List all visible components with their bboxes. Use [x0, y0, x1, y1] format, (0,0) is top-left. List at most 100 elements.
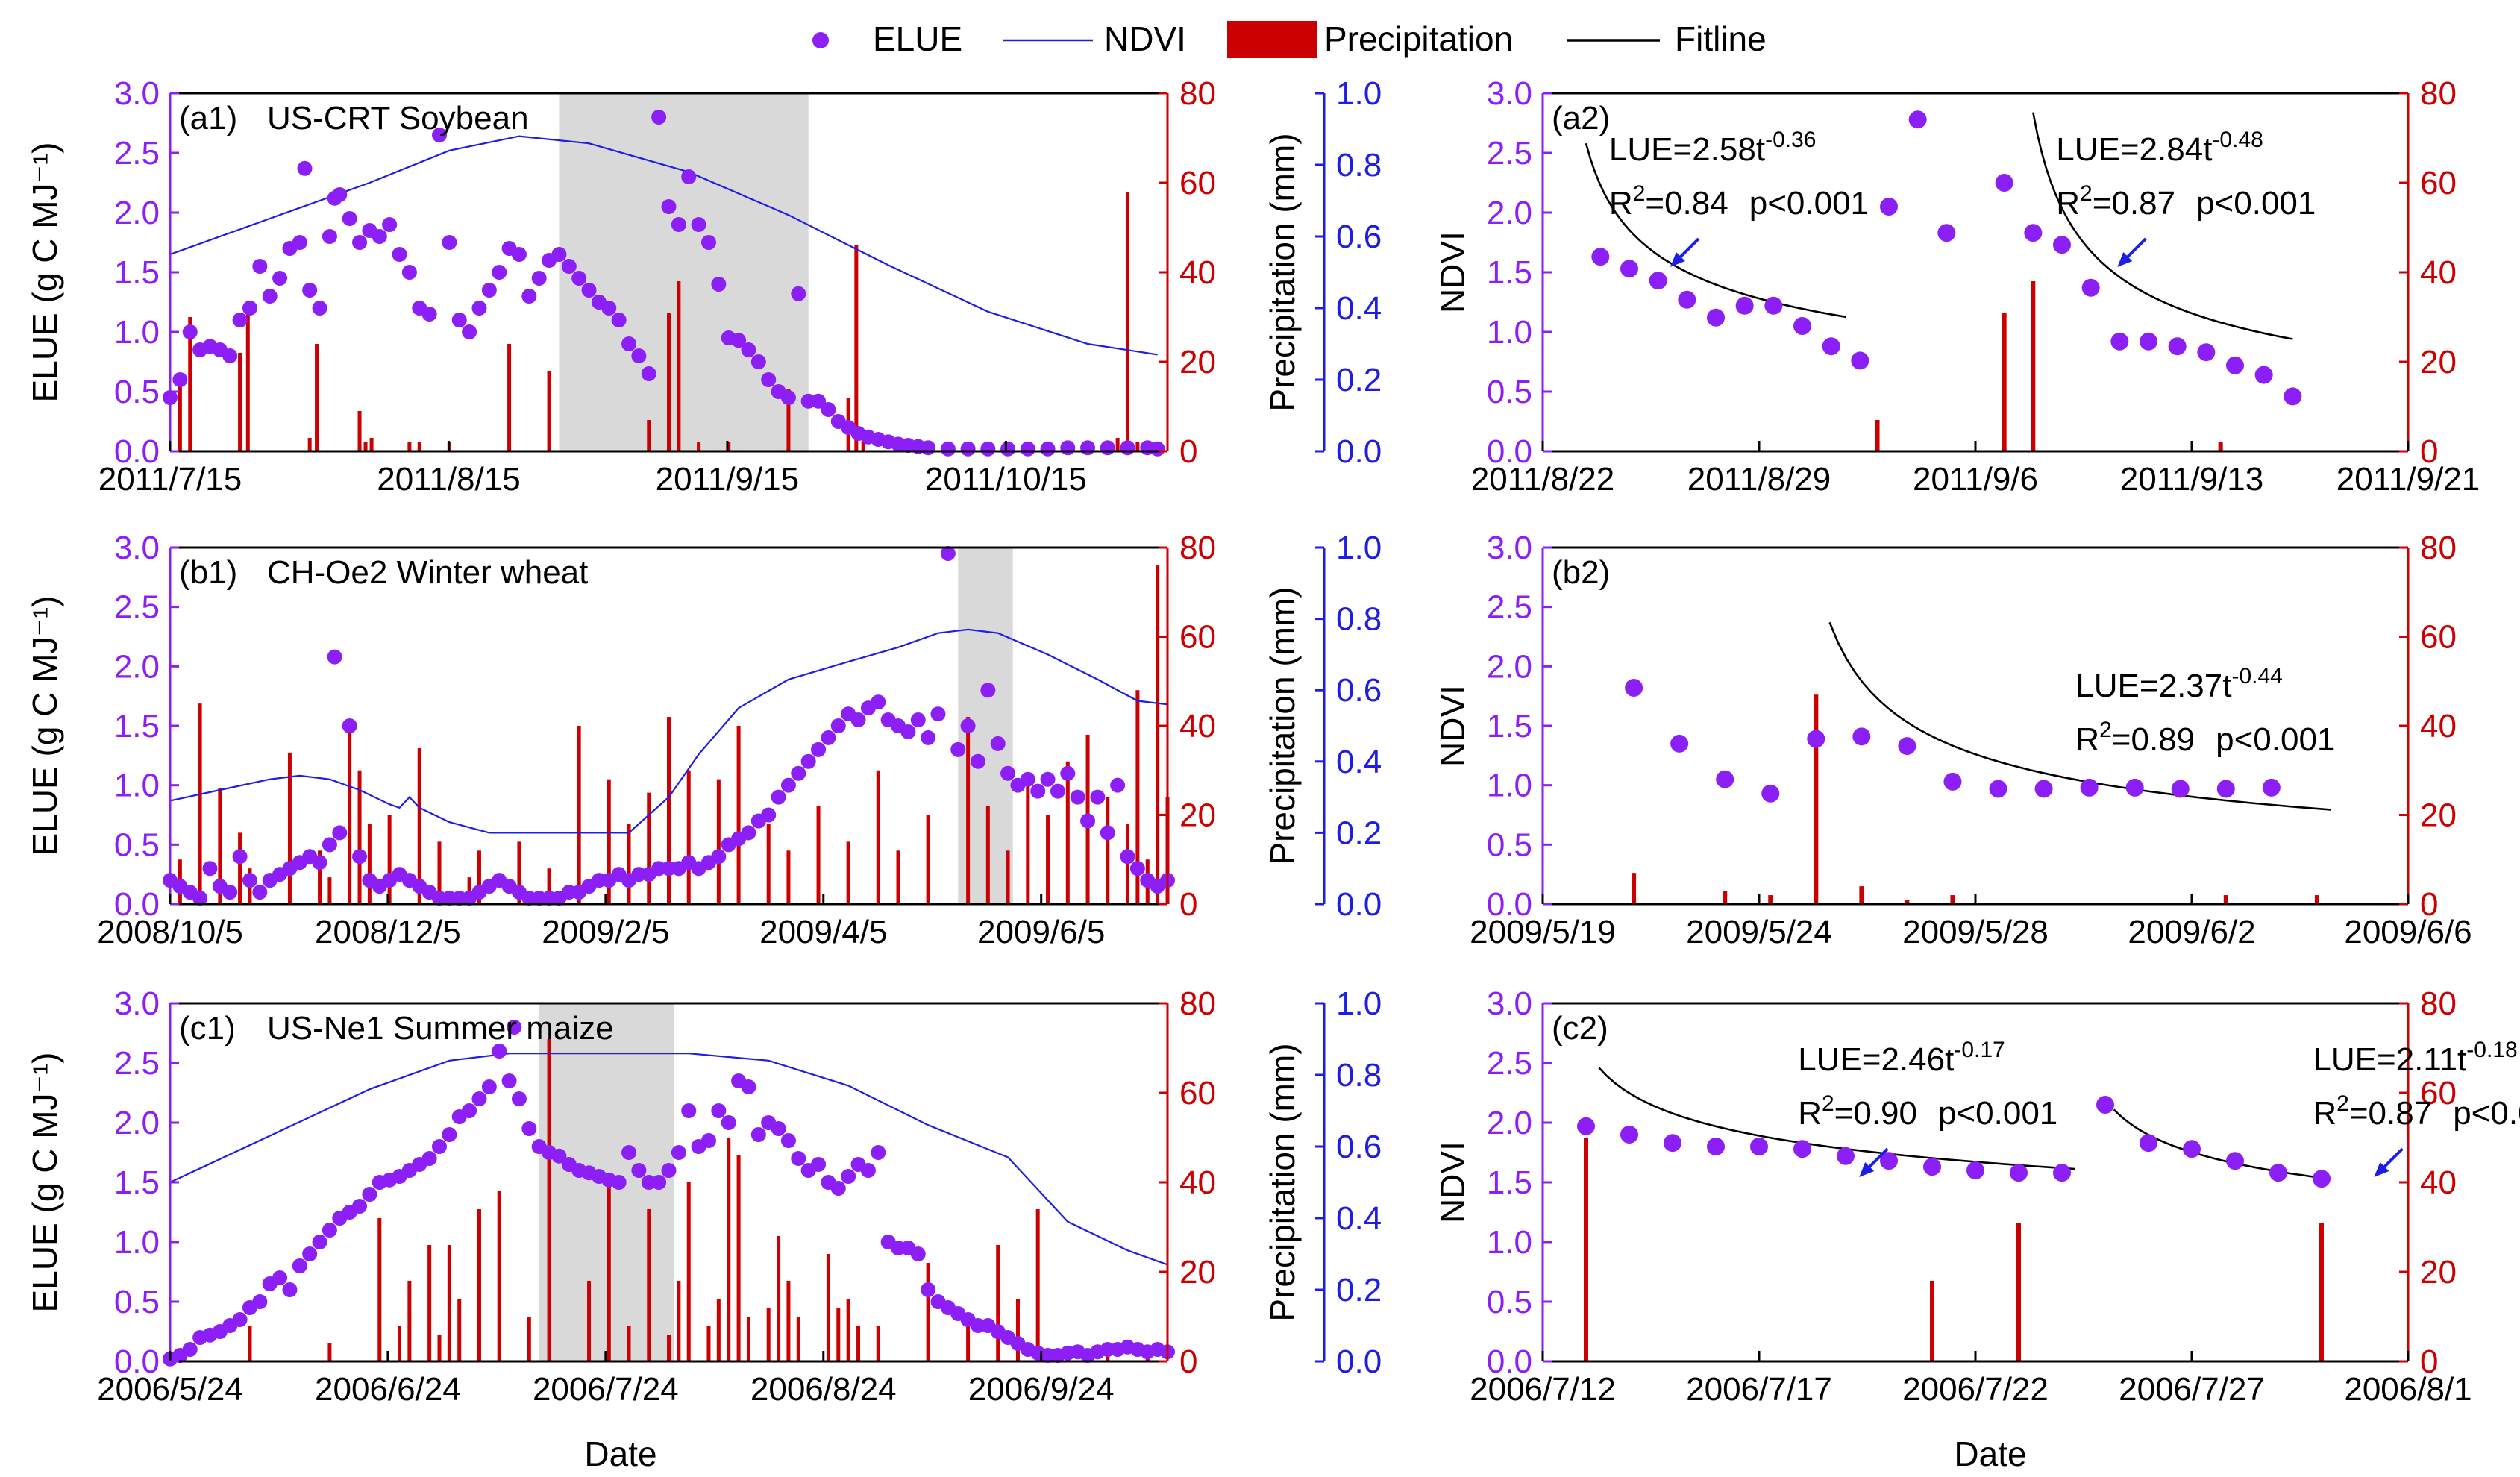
elue-point — [611, 313, 627, 327]
elue-point — [312, 301, 327, 316]
precip-bar — [507, 344, 512, 451]
elue-point — [2168, 337, 2187, 356]
elue-point — [700, 235, 716, 250]
elue-point — [750, 1127, 766, 1142]
ndvi-line — [169, 628, 1168, 834]
elue-point — [681, 169, 697, 184]
elue-point — [1707, 1138, 1725, 1155]
elue-point — [1966, 1161, 1984, 1179]
fit-line — [2032, 112, 2293, 340]
precip-bar — [607, 1173, 611, 1361]
elue-axis-title: ELUE (g C MJ⁻¹) — [25, 142, 64, 403]
precip-bar — [736, 1155, 741, 1361]
fit-r2: R2=0.84 p<0.001 — [1609, 181, 1869, 222]
fit-line — [1828, 621, 2331, 811]
elue-point — [1793, 1140, 1811, 1158]
precip-bar — [307, 438, 312, 451]
left-tick-label: 1.5 — [114, 254, 160, 291]
left-tick-label: 1.0 — [1487, 314, 1532, 351]
precip-bar — [287, 752, 292, 904]
elue-point — [1852, 727, 1871, 746]
elue-point — [980, 683, 996, 698]
fit-r2: R2=0.87 p<0.01 — [2313, 1091, 2520, 1132]
legend-precip-label: Precipitation — [1324, 19, 1513, 58]
elue-point — [392, 247, 407, 262]
precip-tick-label: 80 — [1179, 530, 1216, 566]
precip-tick-label: 60 — [1179, 619, 1216, 656]
precip-tick-label: 40 — [1179, 1164, 1216, 1201]
left-tick-label: 3.0 — [114, 75, 160, 112]
left-tick-label: 3.0 — [1487, 985, 1532, 1022]
elue-point — [2096, 1096, 2114, 1114]
precip-tick-label: 60 — [2420, 1075, 2457, 1111]
ndvi-tick-label: 0.0 — [1336, 886, 1382, 923]
elue-point — [830, 718, 846, 733]
precip-bar — [686, 770, 691, 904]
elue-point — [462, 1103, 477, 1118]
elue-point — [731, 333, 747, 348]
precip-bar — [238, 832, 242, 904]
precip-bar — [716, 779, 721, 904]
ndvi-axis-title: NDVI — [1433, 685, 1472, 767]
fit-arrow-head — [2374, 1162, 2389, 1177]
elue-point — [192, 891, 208, 906]
elue-point — [342, 211, 357, 226]
elue-point — [1060, 440, 1076, 456]
elue-point — [2171, 780, 2190, 798]
elue-point — [671, 1145, 686, 1160]
left-tick-label: 1.0 — [1487, 768, 1532, 804]
elue-point — [312, 855, 327, 871]
precip-bar — [1859, 886, 1864, 904]
fit-r2-base: R — [2313, 1095, 2336, 1132]
elue-point — [431, 1139, 447, 1154]
precip-bar — [667, 717, 671, 904]
precip-bar — [966, 1326, 971, 1361]
fit-r2-base: R — [2075, 721, 2099, 758]
fit-p-value: p<0.001 — [1749, 185, 1869, 222]
precip-bar — [1046, 815, 1050, 904]
precip-tick-label: 20 — [2420, 1254, 2457, 1291]
precip-tick-label: 0 — [2420, 433, 2438, 470]
elue-point — [940, 545, 956, 561]
ndvi-tick-label: 0.2 — [1336, 1272, 1382, 1308]
precip-bar — [796, 1317, 800, 1361]
elue-point — [2262, 778, 2281, 797]
left-tick-label: 1.0 — [1487, 1224, 1532, 1261]
precip-bar — [1930, 1281, 1934, 1361]
elue-point — [1943, 772, 1962, 791]
elue-point — [711, 849, 727, 865]
precip-bar — [1135, 442, 1140, 451]
elue-point — [651, 1175, 667, 1190]
precip-bar — [367, 824, 372, 904]
fit-p-value: p<0.001 — [1938, 1095, 2057, 1132]
elue-point — [1664, 1134, 1681, 1153]
elue-point — [930, 706, 946, 722]
x-tick-label: 2011/8/29 — [1687, 461, 1831, 498]
precip-tick-label: 40 — [2420, 1164, 2457, 1201]
elue-point — [1807, 730, 1825, 748]
x-tick-label: 2011/10/15 — [925, 461, 1087, 498]
elue-point — [1898, 737, 1916, 756]
left-tick-label: 3.0 — [1487, 530, 1532, 566]
x-tick-label: 2006/7/12 — [1470, 1371, 1616, 1408]
ndvi-tick-label: 1.0 — [1336, 530, 1382, 566]
fit-p-value: p<0.01 — [2453, 1095, 2520, 1132]
precip-bar — [647, 792, 651, 904]
precip-bar — [357, 770, 362, 904]
left-tick-label: 0.0 — [1487, 433, 1532, 470]
precip-bar — [1026, 779, 1030, 904]
precip-bar — [517, 841, 521, 904]
x-tick-label: 2011/9/21 — [2336, 461, 2480, 498]
precip-bar — [2314, 895, 2319, 904]
elue-point — [1000, 441, 1016, 457]
elue-point — [711, 1103, 727, 1118]
elue-point — [960, 718, 976, 733]
elue-point — [1989, 780, 2007, 798]
panel-label: (b2) — [1552, 554, 1610, 591]
precip-bar — [1814, 694, 1819, 904]
x-tick-label: 2011/9/6 — [1913, 461, 2038, 498]
elue-point — [322, 229, 337, 244]
elue-point — [362, 1187, 377, 1202]
precip-bar — [647, 1209, 651, 1361]
ndvi-tick-label: 0.4 — [1336, 744, 1382, 780]
